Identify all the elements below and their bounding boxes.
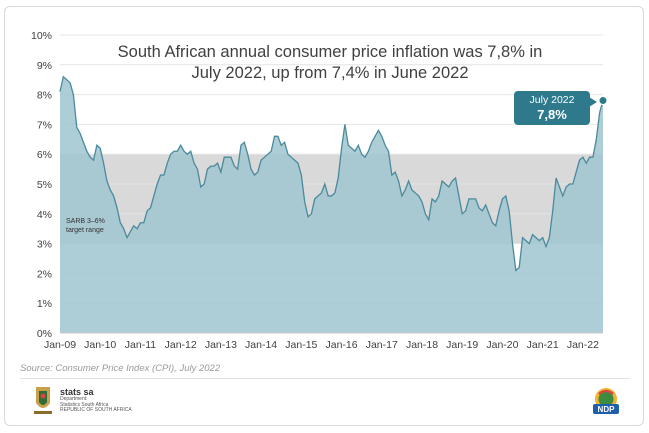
x-tick-label: Jan-21 <box>527 339 559 351</box>
y-tick-label: 3% <box>37 239 52 251</box>
footer-divider <box>20 378 630 379</box>
y-tick-label: 9% <box>37 60 52 72</box>
target-range-label-line2: target range <box>66 227 104 234</box>
chart-title-line1: South African annual consumer price infl… <box>117 43 543 61</box>
callout-date: July 2022 <box>529 94 575 106</box>
y-tick-label: 7% <box>37 119 52 131</box>
latest-value-callout: July 2022 7,8% <box>514 91 597 125</box>
coat-of-arms-logo <box>34 387 52 414</box>
x-tick-label: Jan-17 <box>366 339 398 351</box>
dept-line-1: Department: <box>60 396 88 402</box>
cpi-line <box>59 75 604 272</box>
x-tick-label: Jan-13 <box>205 339 237 351</box>
target-range-label: SARB 3–6% target range <box>66 217 105 235</box>
x-tick-label: Jan-18 <box>406 339 438 351</box>
stats-sa-wordmark: stats sa Department: Statistics South Af… <box>60 388 132 414</box>
x-tick-label: Jan-19 <box>446 339 478 351</box>
x-tick-label: Jan-11 <box>125 339 156 351</box>
chart-title: South African annual consumer price infl… <box>95 42 565 84</box>
chart-title-line2: July 2022, up from 7,4% in June 2022 <box>191 64 469 82</box>
target-range-label-line1: SARB 3–6% <box>66 218 105 225</box>
source-note: Source: Consumer Price Index (CPI), July… <box>20 363 221 374</box>
ndp-logo: NDP <box>593 388 619 414</box>
x-tick-label: Jan-10 <box>84 339 116 351</box>
y-tick-label: 1% <box>37 298 52 310</box>
y-tick-label: 10% <box>31 30 52 42</box>
y-tick-label: 8% <box>37 90 52 102</box>
stats-sa-brand: stats sa <box>60 387 94 397</box>
x-tick-label: Jan-16 <box>326 339 358 351</box>
x-tick-label: Jan-09 <box>44 339 76 351</box>
latest-point-marker <box>598 96 608 106</box>
x-tick-label: Jan-22 <box>567 339 599 351</box>
cpi-area <box>60 76 603 333</box>
y-tick-label: 0% <box>37 328 52 340</box>
y-tick-label: 5% <box>37 179 52 191</box>
x-tick-label: Jan-12 <box>165 339 197 351</box>
x-tick-label: Jan-20 <box>486 339 518 351</box>
x-tick-label: Jan-15 <box>285 339 317 351</box>
y-tick-label: 2% <box>37 268 52 280</box>
callout-value: 7,8% <box>537 107 567 122</box>
y-tick-label: 4% <box>37 209 52 221</box>
y-tick-label: 6% <box>37 149 52 161</box>
dept-line-2: Statistics South Africa <box>60 401 109 408</box>
ndp-text: NDP <box>598 405 616 414</box>
dept-line-3: REPUBLIC OF SOUTH AFRICA <box>60 407 132 413</box>
x-tick-label: Jan-14 <box>245 339 277 351</box>
